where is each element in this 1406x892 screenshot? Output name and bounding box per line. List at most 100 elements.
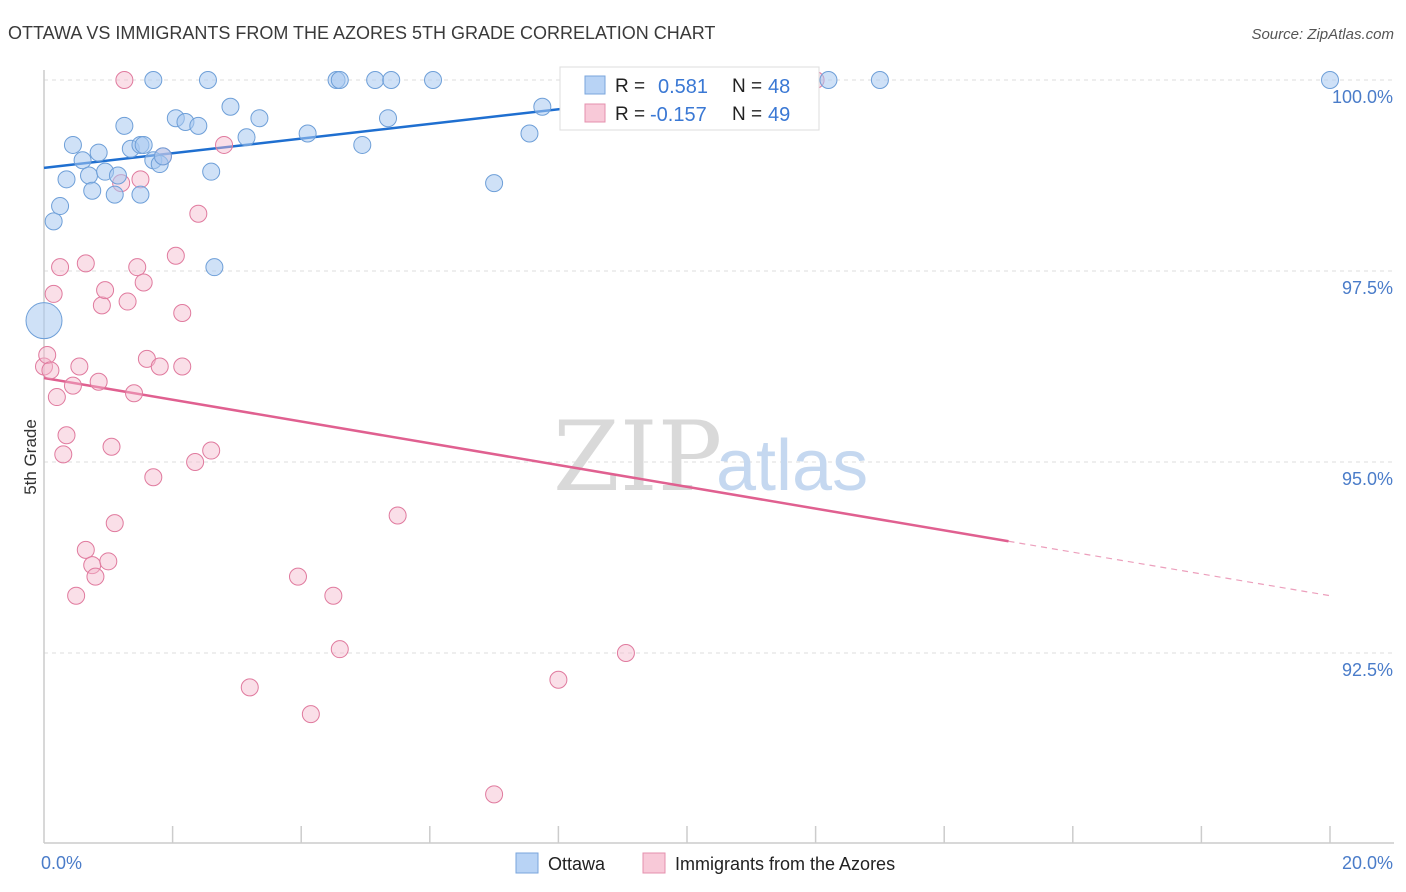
- stats-legend: R = 0.581 N = 48 R = -0.157 N = 49: [559, 66, 820, 131]
- ottawa-point-34: [424, 71, 443, 89]
- azores-point-1: [38, 346, 57, 365]
- y-tick-label-3: 92.5%: [1342, 660, 1393, 680]
- azores-point-36: [240, 678, 259, 697]
- trendlines: [43, 78, 1331, 597]
- series-azores-points: [35, 71, 825, 804]
- azores-point-26: [144, 468, 163, 487]
- legend-n-value-azores: 49: [768, 104, 790, 126]
- azores-point-39: [324, 586, 343, 605]
- azores-point-3: [47, 388, 66, 407]
- azores-point-32: [186, 453, 205, 471]
- x-tick-label-0: 0.0%: [41, 853, 82, 873]
- azores-point-24: [134, 273, 153, 292]
- y-tick-label-0: 100.0%: [1332, 87, 1393, 107]
- ottawa-point-11: [115, 116, 134, 135]
- ottawa-point-1: [51, 197, 70, 216]
- azores-point-7: [63, 376, 82, 395]
- x-minor-ticks: [171, 826, 1331, 843]
- y-tick-labels: 100.0% 97.5% 95.0% 92.5%: [1332, 87, 1393, 680]
- ottawa-point-48: [144, 71, 163, 89]
- azores-point-27: [150, 357, 169, 376]
- ottawa-point-37: [533, 97, 552, 116]
- azores-point-40: [330, 640, 349, 659]
- ottawa-point-47: [25, 302, 63, 340]
- azores-point-41: [388, 506, 407, 525]
- ottawa-point-29: [330, 71, 349, 89]
- ottawa-point-7: [83, 181, 102, 200]
- ottawa-point-3: [63, 135, 82, 154]
- azores-point-42: [485, 785, 504, 804]
- ottawa-point-46: [1321, 71, 1339, 89]
- ottawa-point-23: [205, 258, 224, 277]
- azores-point-33: [189, 204, 208, 223]
- azores-point-34: [202, 441, 221, 460]
- chart-source: Source: ZipAtlas.com: [1251, 26, 1394, 43]
- azores-point-8: [67, 586, 86, 605]
- azores-point-6: [57, 426, 76, 445]
- ottawa-point-45: [870, 71, 889, 89]
- azores-point-23: [131, 170, 150, 189]
- ottawa-point-49: [198, 71, 217, 89]
- azores-point-48: [41, 361, 60, 380]
- azores-point-4: [51, 258, 70, 277]
- legend-swatch-ottawa: [584, 75, 606, 95]
- azores-point-16: [96, 281, 115, 300]
- bottom-legend: Ottawa Immigrants from the Azores: [515, 852, 895, 874]
- azores-point-5: [54, 445, 73, 464]
- legend-n-label-ottawa: N =: [732, 76, 762, 97]
- watermark-zip: ZIP: [553, 401, 722, 513]
- y-tick-label-2: 95.0%: [1342, 469, 1393, 489]
- ottawa-point-32: [379, 109, 398, 128]
- ottawa-point-26: [237, 128, 256, 147]
- legend-r-label-azores: R =: [615, 104, 645, 125]
- azores-point-22: [128, 258, 147, 277]
- azores-point-10: [76, 540, 95, 559]
- azores-point-37: [288, 567, 307, 586]
- x-tick-labels: 0.0% 20.0%: [41, 853, 1393, 873]
- ottawa-point-6: [89, 143, 108, 162]
- legend-n-label-azores: N =: [732, 104, 762, 125]
- azores-point-30: [173, 304, 192, 323]
- ottawa-point-25: [250, 109, 269, 128]
- azores-point-45: [115, 71, 134, 89]
- ottawa-point-5: [80, 166, 99, 185]
- azores-point-35: [215, 135, 234, 154]
- legend-swatch-azores: [584, 103, 606, 123]
- azores-point-17: [99, 552, 118, 571]
- azores-point-46: [125, 384, 144, 403]
- ottawa-point-14: [134, 135, 153, 154]
- azores-point-38: [301, 705, 320, 724]
- azores-point-2: [44, 284, 63, 303]
- gridlines: [44, 79, 1394, 654]
- chart-title: OTTAWA VS IMMIGRANTS FROM THE AZORES 5TH…: [8, 23, 715, 43]
- bottom-legend-swatch-azores: [642, 852, 666, 874]
- series-ottawa-points: [25, 71, 1339, 340]
- azores-point-15: [92, 296, 111, 315]
- ottawa-point-9: [105, 185, 124, 204]
- ottawa-point-33: [382, 71, 401, 89]
- ottawa-point-27: [298, 124, 317, 143]
- azores-point-14: [89, 372, 108, 391]
- watermark: ZIP atlas: [553, 401, 868, 513]
- ottawa-point-2: [57, 170, 76, 189]
- ottawa-point-4: [73, 151, 92, 170]
- azores-point-19: [105, 514, 124, 533]
- ottawa-point-24: [221, 97, 240, 116]
- ottawa-point-18: [153, 147, 172, 166]
- azores-point-43: [549, 670, 568, 689]
- y-tick-label-1: 97.5%: [1342, 278, 1393, 298]
- ottawa-point-10: [108, 166, 127, 185]
- y-axis-label: 5th Grade: [21, 419, 40, 495]
- ottawa-point-31: [366, 71, 385, 89]
- azores-point-13: [86, 567, 105, 586]
- azores-point-44: [616, 644, 635, 662]
- x-tick-label-1: 20.0%: [1342, 853, 1393, 873]
- legend-r-label-ottawa: R =: [615, 76, 645, 97]
- ottawa-point-35: [485, 174, 504, 193]
- azores-point-29: [166, 246, 185, 265]
- legend-n-value-ottawa: 48: [768, 76, 790, 98]
- azores-point-31: [173, 357, 192, 376]
- azores-point-11: [76, 254, 95, 273]
- ottawa-point-15: [131, 185, 150, 204]
- bottom-legend-label-ottawa: Ottawa: [548, 854, 606, 874]
